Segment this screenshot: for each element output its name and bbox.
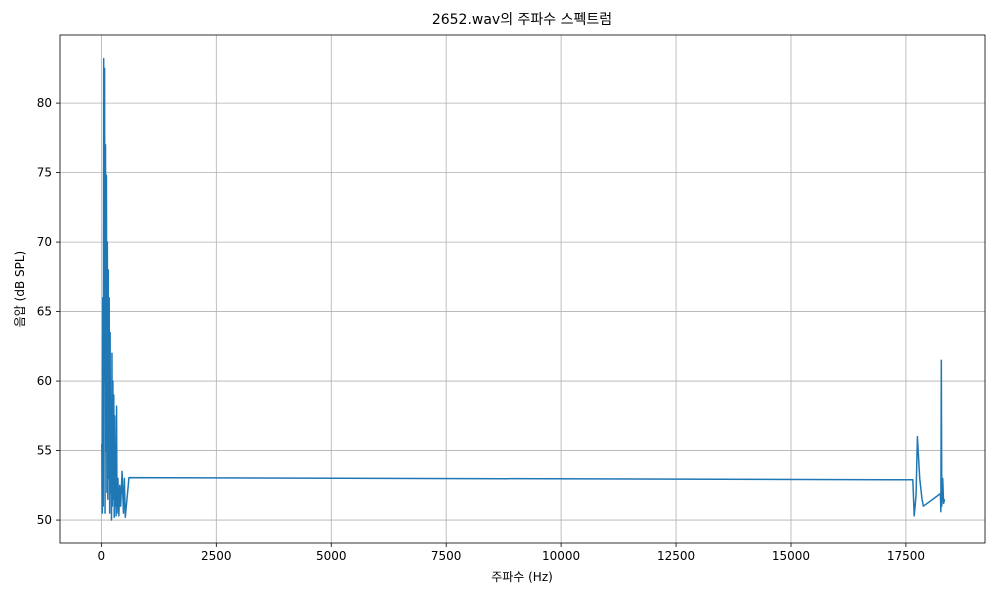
y-tick-label: 50 — [37, 513, 52, 527]
x-tick-label: 17500 — [887, 549, 925, 563]
y-tick-label: 60 — [37, 374, 52, 388]
y-tick-label: 55 — [37, 444, 52, 458]
x-tick-label: 5000 — [316, 549, 347, 563]
x-tick-label: 7500 — [431, 549, 462, 563]
line — [101, 57, 946, 521]
chart-title: 2652.wav의 주파수 스펙트럼 — [432, 12, 612, 28]
y-tick-label: 75 — [37, 166, 52, 180]
x-tick-label: 2500 — [201, 549, 232, 563]
x-tick-label: 10000 — [542, 549, 580, 563]
y-axis-label: 음압 (dB SPL) — [13, 251, 27, 327]
x-tick-label: 12500 — [657, 549, 695, 563]
y-tick-label: 65 — [37, 305, 52, 319]
x-tick-label: 0 — [98, 549, 106, 563]
axes-frame — [59, 34, 986, 544]
x-tick-label: 15000 — [772, 549, 810, 563]
x-axis-label: 주파수 (Hz) — [491, 570, 553, 584]
y-tick-label: 80 — [37, 96, 52, 110]
y-tick-label: 70 — [37, 235, 52, 249]
